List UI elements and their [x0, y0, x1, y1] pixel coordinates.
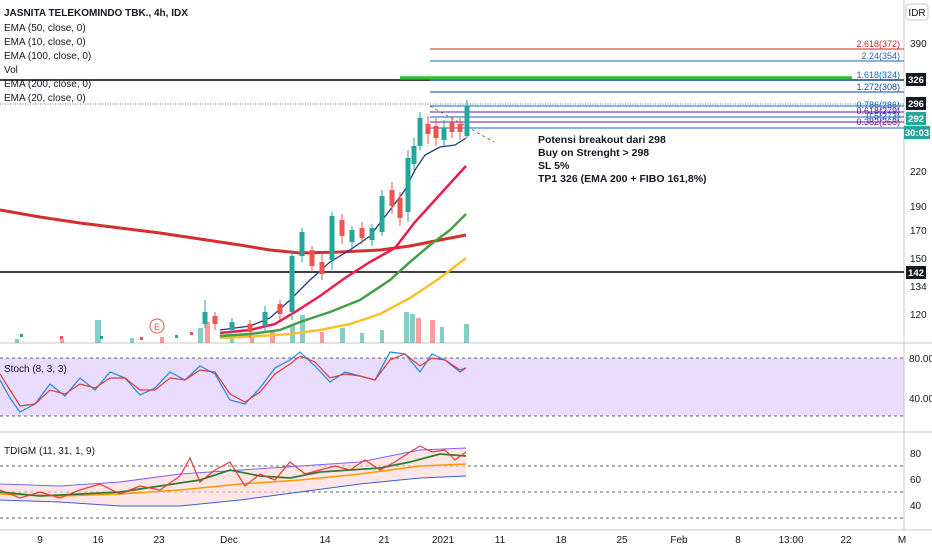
currency-label: IDR — [908, 8, 925, 19]
price-tag-296: 296 — [908, 99, 924, 110]
analysis-note[interactable]: Potensi breakout dari 298 Buy on Strengh… — [538, 134, 707, 185]
price-tick: 134 — [910, 282, 927, 293]
price-tick: 390 — [910, 39, 927, 50]
price-tag-292: 292 — [908, 114, 924, 125]
time-tick: 11 — [495, 535, 506, 546]
stoch-band — [0, 358, 904, 416]
plot-background — [0, 0, 904, 530]
note-line: TP1 326 (EMA 200 + FIBO 161,8%) — [538, 173, 707, 185]
fib-label: 2.618(372) — [856, 39, 900, 49]
time-tick: 14 — [319, 535, 331, 546]
time-tick: 2021 — [432, 535, 455, 546]
price-axis: 390 220 190 170 150 134 120 — [910, 39, 927, 321]
fib-label: 0.382(268) — [856, 117, 900, 127]
note-line: Buy on Strenght > 298 — [538, 147, 649, 159]
countdown-tag: 30:03 — [905, 128, 929, 139]
fib-label: 0.618(279) — [856, 106, 900, 116]
price-tick: 120 — [910, 310, 927, 321]
tdigm-axis-80: 80 — [910, 449, 922, 460]
tdigm-signal — [0, 453, 467, 497]
time-tick: 25 — [616, 535, 628, 546]
earnings-marker[interactable] — [149, 318, 165, 334]
time-tick: 21 — [378, 535, 390, 546]
fib-levels[interactable]: 2.618(372) 2.24(354) 1.618(324) 1.272(30… — [430, 39, 904, 129]
stoch-d-line — [0, 353, 467, 407]
stoch-title[interactable]: Stoch (8, 3, 3) — [4, 364, 67, 375]
legend-ema100[interactable]: EMA (100, close, 0) — [4, 51, 91, 62]
ema50-line — [219, 213, 467, 338]
fib-label: 1.272(308) — [856, 82, 900, 92]
price-tags: 326 296 292 30:03 142 — [904, 73, 930, 279]
tdigm-upper — [0, 447, 467, 487]
time-tick: 9 — [37, 535, 43, 546]
time-tick: Feb — [670, 535, 688, 546]
stoch-k-line — [0, 351, 467, 413]
ema100-line — [219, 257, 467, 340]
stoch-axis-80: 80.00 — [909, 354, 932, 365]
time-tick: 8 — [735, 535, 741, 546]
candles — [20, 100, 470, 340]
price-tag-142: 142 — [908, 268, 924, 279]
price-tick: 150 — [910, 254, 927, 265]
time-tick: Dec — [220, 535, 238, 546]
legend-ema20[interactable]: EMA (20, close, 0) — [4, 93, 86, 104]
price-tick: 220 — [910, 167, 927, 178]
volume-bars — [15, 312, 469, 343]
tdigm-mid — [0, 463, 467, 497]
tdigm-axis-40: 40 — [910, 501, 922, 512]
fib-label: 0.786(286) — [856, 100, 900, 110]
time-axis: 9 16 23 Dec 14 21 2021 11 18 25 Feb 8 13… — [37, 535, 906, 546]
time-tick: 13:00 — [778, 535, 803, 546]
tdigm-rsi — [0, 445, 467, 499]
time-tick: 18 — [555, 535, 567, 546]
currency-button[interactable] — [905, 3, 929, 21]
legend-vol[interactable]: Vol — [4, 65, 18, 76]
fib-label: 0.5(273) — [866, 111, 900, 121]
note-line: SL 5% — [538, 160, 570, 172]
time-tick: 16 — [92, 535, 104, 546]
stoch-axis-40: 40.00 — [909, 394, 932, 405]
tdigm-title[interactable]: TDIGM (11, 31, 1, 9) — [4, 446, 95, 457]
tdigm-axis-60: 60 — [910, 475, 922, 486]
indicator-legend[interactable]: JASNITA TELEKOMINDO TBK., 4h, IDX EMA (5… — [4, 8, 188, 104]
legend-ema50[interactable]: EMA (50, close, 0) — [4, 23, 86, 34]
price-tick: 170 — [910, 226, 927, 237]
ema200-line — [0, 208, 467, 255]
price-tag-326: 326 — [908, 75, 924, 86]
price-tick: 190 — [910, 202, 927, 213]
ema20-line — [219, 165, 467, 335]
time-tick: M — [898, 535, 906, 546]
legend-ema10[interactable]: EMA (10, close, 0) — [4, 37, 86, 48]
time-tick: 23 — [153, 535, 165, 546]
legend-ema200[interactable]: EMA (200, close, 0) — [4, 79, 91, 90]
time-tick: 22 — [840, 535, 852, 546]
fib-label: 2.24(354) — [861, 51, 900, 61]
symbol-title[interactable]: JASNITA TELEKOMINDO TBK., 4h, IDX — [4, 8, 188, 19]
note-line: Potensi breakout dari 298 — [538, 134, 666, 146]
tdigm-lower — [0, 475, 467, 507]
earnings-marker-icon: E — [154, 322, 160, 332]
fib-label: 1.618(324) — [856, 70, 900, 80]
